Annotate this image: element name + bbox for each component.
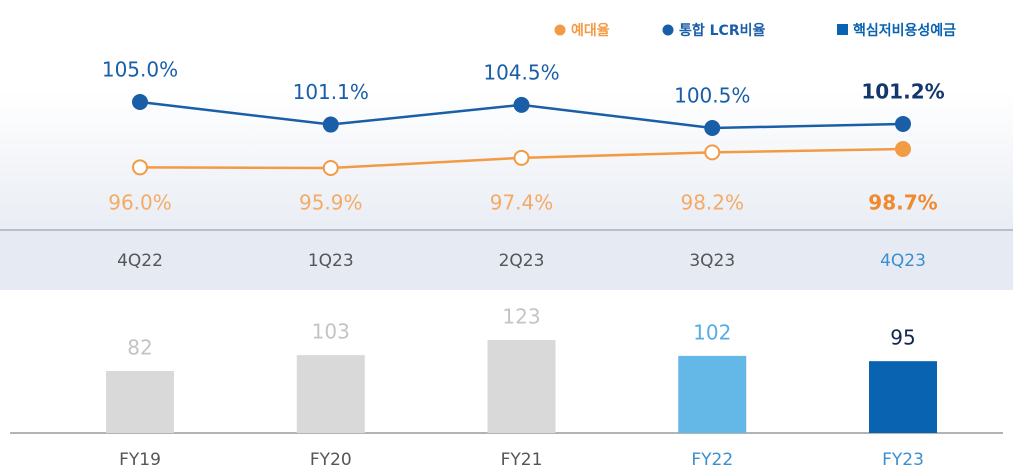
line-background bbox=[0, 90, 1013, 230]
data-label: 95.9% bbox=[299, 191, 363, 215]
data-point bbox=[322, 160, 339, 176]
data-point bbox=[895, 141, 911, 157]
data-label: 95 bbox=[890, 326, 915, 350]
data-label: 104.5% bbox=[483, 60, 559, 84]
data-point bbox=[322, 116, 339, 133]
data-point bbox=[132, 159, 148, 176]
x-tick-label: 4Q22 bbox=[117, 251, 163, 271]
data-label: 103 bbox=[312, 320, 350, 344]
bar bbox=[296, 355, 365, 433]
bar bbox=[869, 361, 937, 433]
legend-marker bbox=[554, 24, 566, 36]
x-tick-label: FY20 bbox=[310, 450, 352, 470]
data-point bbox=[513, 149, 530, 166]
data-point bbox=[132, 94, 148, 110]
data-point bbox=[895, 115, 911, 132]
data-label: 98.2% bbox=[680, 191, 744, 215]
data-label: 101.2% bbox=[861, 79, 944, 103]
x-tick-label: FY21 bbox=[501, 450, 543, 470]
data-point bbox=[704, 120, 721, 136]
data-label: 98.7% bbox=[868, 191, 937, 215]
x-tick-label: FY22 bbox=[691, 450, 733, 470]
data-label: 97.4% bbox=[490, 191, 554, 215]
x-tick-label: 2Q23 bbox=[499, 251, 545, 271]
legend-label: 예대율 bbox=[571, 22, 610, 39]
data-label: 82 bbox=[127, 336, 152, 360]
data-label: 102 bbox=[693, 320, 731, 344]
bar bbox=[487, 340, 556, 433]
category-band bbox=[0, 230, 1013, 290]
x-tick-label: FY19 bbox=[119, 450, 161, 470]
bar bbox=[678, 355, 747, 433]
data-label: 96.0% bbox=[108, 191, 172, 215]
data-label: 100.5% bbox=[674, 84, 750, 108]
x-tick-label: 1Q23 bbox=[308, 251, 354, 271]
x-tick-label: 3Q23 bbox=[689, 251, 735, 271]
data-point bbox=[704, 144, 721, 161]
x-tick-label: FY23 bbox=[882, 450, 924, 470]
bar bbox=[106, 371, 174, 433]
legend-marker bbox=[837, 24, 848, 35]
legend-marker bbox=[662, 24, 674, 36]
data-point bbox=[513, 96, 530, 113]
data-label: 123 bbox=[502, 305, 540, 329]
data-label: 101.1% bbox=[293, 80, 369, 104]
data-label: 105.0% bbox=[102, 58, 178, 82]
x-tick-label: 4Q23 bbox=[880, 251, 926, 271]
legend-label: 통합 LCR비율 bbox=[679, 22, 765, 39]
legend-label: 핵심저비용성예금 bbox=[853, 23, 956, 39]
